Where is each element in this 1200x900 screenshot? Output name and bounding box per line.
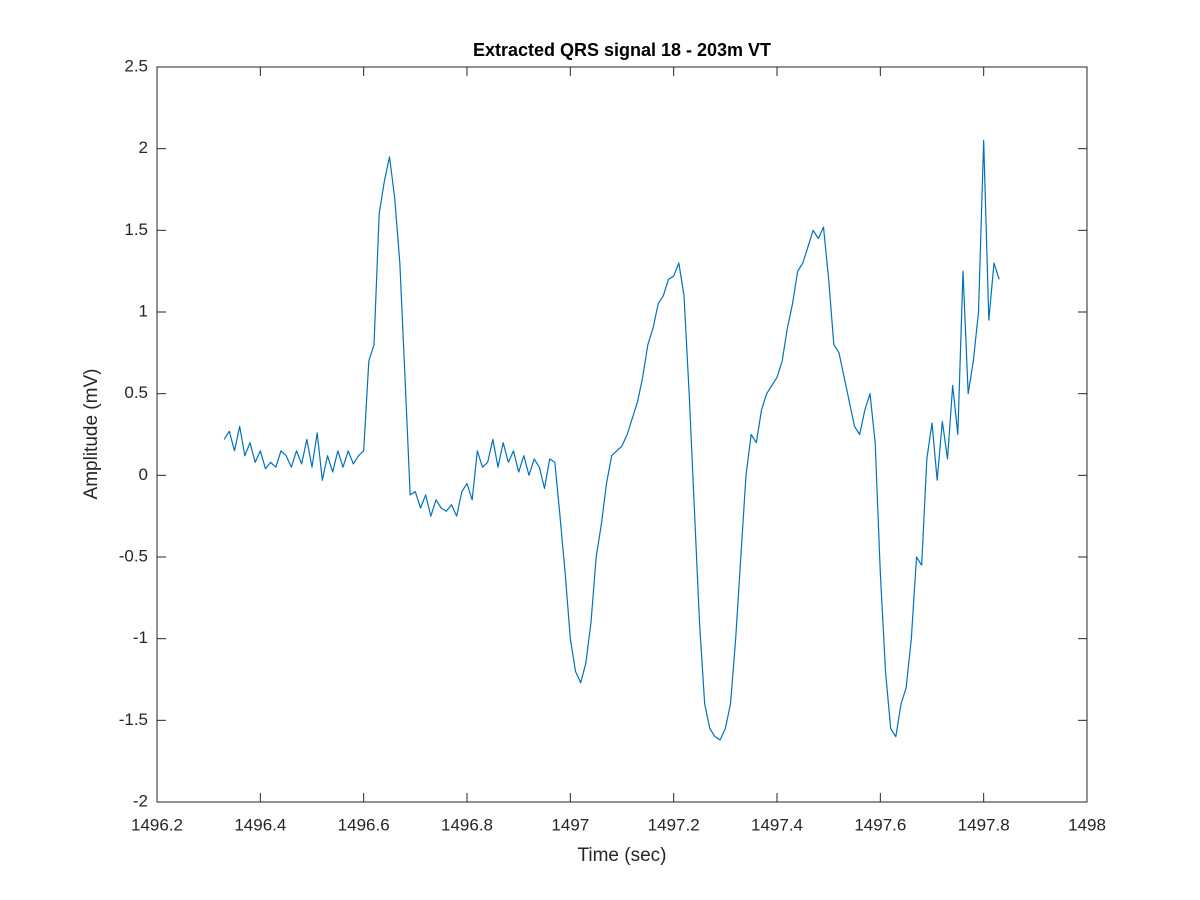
- x-tick-label: 1497: [551, 815, 589, 834]
- chart-title: Extracted QRS signal 18 - 203m VT: [473, 40, 771, 60]
- x-tick-label: 1497.6: [854, 815, 906, 834]
- x-tick-label: 1496.6: [338, 815, 390, 834]
- y-tick-label: 1.5: [124, 220, 148, 239]
- y-tick-label: 0.5: [124, 383, 148, 402]
- x-tick-label: 1496.2: [131, 815, 183, 834]
- x-tick-label: 1498: [1068, 815, 1106, 834]
- y-tick-label: -2: [133, 791, 148, 810]
- y-tick-label: -1: [133, 628, 148, 647]
- y-tick-label: -0.5: [119, 546, 148, 565]
- x-tick-label: 1497.8: [958, 815, 1010, 834]
- x-tick-label: 1497.2: [648, 815, 700, 834]
- y-axis-label: Amplitude (mV): [81, 369, 102, 500]
- x-axis-label: Time (sec): [577, 845, 666, 866]
- plot-frame: [156, 66, 1088, 803]
- x-tick-label: 1497.4: [751, 815, 803, 834]
- y-tick-label: 2: [139, 138, 148, 157]
- y-tick-label: -1.5: [119, 710, 148, 729]
- y-tick-label: 0: [139, 465, 148, 484]
- x-tick-label: 1496.4: [234, 815, 286, 834]
- x-tick-label: 1496.8: [441, 815, 493, 834]
- signal-line: [223, 139, 1000, 741]
- y-tick-label: 2.5: [124, 56, 148, 75]
- y-tick-label: 1: [139, 301, 148, 320]
